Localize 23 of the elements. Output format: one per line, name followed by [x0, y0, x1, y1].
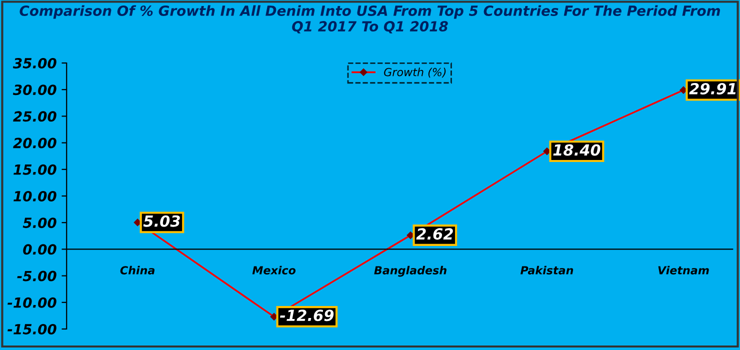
- x-tick-label: Vietnam: [658, 266, 709, 274]
- y-tick-label: -5.00: [17, 270, 56, 282]
- x-tick-label: Mexico: [252, 266, 296, 274]
- x-tick-label: China: [120, 266, 154, 274]
- y-tick-label: 5.00: [22, 218, 56, 228]
- y-tick-label: -15.00: [8, 324, 56, 334]
- y-tick-label: -10.00: [8, 297, 56, 308]
- chart-title: Comparison Of % Growth In All Denim Into USA From Top 5 Countries For The Period From Q1 2017 To Q1 2018: [20, 5, 720, 34]
- y-tick-label: 20.00: [13, 138, 56, 148]
- y-tick-label: 15.00: [14, 164, 56, 175]
- data-label: 2.62: [416, 228, 453, 240]
- x-tick-label: Bangladesh: [374, 266, 446, 277]
- legend-label: Growth (%): [384, 68, 446, 78]
- x-tick-label: Pakistan: [520, 266, 574, 274]
- y-tick-label: 25.00: [13, 111, 56, 122]
- y-tick-label: 35.00: [12, 58, 56, 68]
- y-tick-label: 30.00: [12, 84, 56, 96]
- data-label: 29.91: [689, 82, 736, 95]
- y-tick-label: 10.00: [14, 190, 56, 202]
- y-tick-label: 0.00: [23, 244, 56, 255]
- data-label: 5.03: [143, 215, 180, 227]
- data-label: 18.40: [553, 144, 600, 156]
- data-label: -12.69: [280, 310, 334, 322]
